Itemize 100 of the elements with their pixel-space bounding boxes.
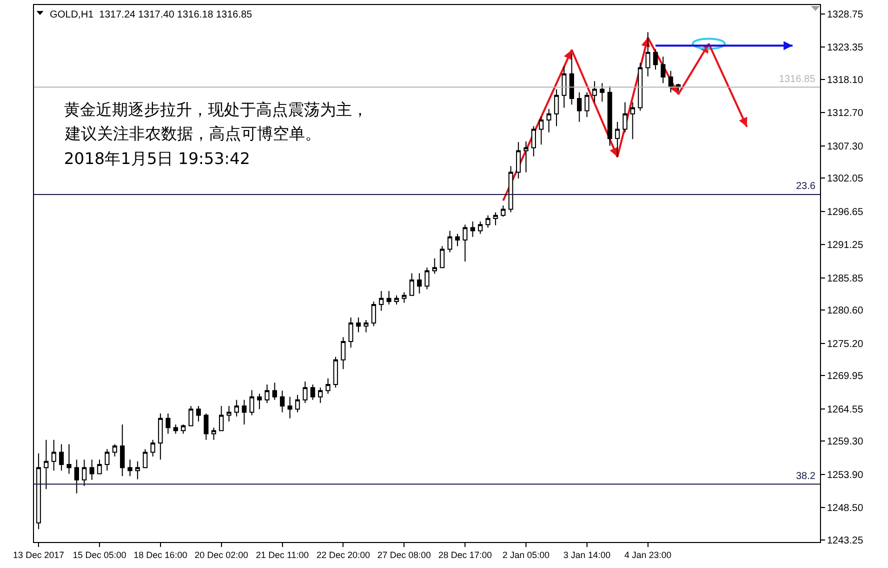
candlestick xyxy=(402,292,407,304)
candlestick xyxy=(516,142,521,179)
candlestick xyxy=(288,396,292,419)
candlestick xyxy=(630,102,636,140)
y-tick-label: 1291.25 xyxy=(827,240,864,252)
annotation: 2018年1月5日 19:53:42 xyxy=(64,149,250,168)
x-tick-label: 27 Dec 08:00 xyxy=(377,550,431,560)
candlestick xyxy=(180,424,186,434)
candlestick xyxy=(204,412,208,440)
candlestick xyxy=(371,300,376,327)
candlestick xyxy=(562,66,566,108)
candlestick xyxy=(188,406,194,426)
candlestick xyxy=(302,380,308,404)
x-tick-label: 3 Jan 14:00 xyxy=(563,550,610,560)
candlestick xyxy=(653,48,658,70)
candlestick xyxy=(36,452,41,530)
candlestick xyxy=(280,390,285,413)
x-tick-label: 2 Jan 05:00 xyxy=(502,550,550,560)
candlestick xyxy=(493,212,498,226)
candlestick xyxy=(158,412,163,460)
candlestick xyxy=(508,166,514,213)
candlestick xyxy=(524,141,528,173)
candlestick xyxy=(546,108,552,133)
annotation: 建议关注非农数据，高点可博空单。 xyxy=(64,124,321,143)
candlestick xyxy=(600,82,605,102)
candlestick xyxy=(378,290,384,312)
candlestick xyxy=(440,246,445,268)
y-tick-label: 1285.85 xyxy=(827,273,864,284)
candlestick xyxy=(112,444,118,457)
y-tick-label: 1323.35 xyxy=(827,42,864,54)
candlestick xyxy=(218,406,224,432)
candlestick xyxy=(500,205,506,218)
candlestick xyxy=(386,290,392,306)
candlestick xyxy=(295,394,300,413)
y-tick-label: 1264.55 xyxy=(827,404,864,416)
candlestick xyxy=(142,448,148,468)
y-tick-label: 1248.50 xyxy=(827,503,864,514)
candlestick xyxy=(607,86,612,146)
candlestick xyxy=(538,116,544,146)
y-tick-label: 1296.65 xyxy=(827,206,864,218)
candlestick xyxy=(584,92,590,118)
candlestick xyxy=(576,92,582,122)
candlestick xyxy=(333,356,338,388)
annotation: 38.2 xyxy=(796,471,816,482)
candlestick xyxy=(264,384,270,404)
candlestick xyxy=(486,214,490,228)
candlestick xyxy=(569,53,574,106)
y-tick-label: 1243.25 xyxy=(827,535,864,546)
candlestick xyxy=(417,272,422,294)
candlestick xyxy=(51,439,56,472)
candlestick xyxy=(59,444,64,472)
candlestick xyxy=(249,390,254,416)
ref-line-label: 1316.85 xyxy=(779,74,816,85)
candlestick xyxy=(615,121,620,158)
candlestick xyxy=(554,88,559,127)
candlestick xyxy=(409,272,414,296)
candlestick xyxy=(326,378,330,394)
candlestick xyxy=(622,102,628,133)
candlestick xyxy=(226,406,232,422)
line-series xyxy=(502,36,748,202)
candlestick xyxy=(447,230,452,253)
candlestick xyxy=(660,56,666,84)
candlestick xyxy=(97,459,102,474)
candlestick xyxy=(90,459,94,480)
y-tick-label: 1280.60 xyxy=(827,306,864,317)
candlestick xyxy=(166,412,170,434)
candlestick xyxy=(74,459,80,494)
candlestick xyxy=(462,224,468,262)
candlestick xyxy=(348,316,354,348)
candlestick xyxy=(531,126,536,157)
candlestick xyxy=(242,399,247,426)
candlestick xyxy=(272,382,278,400)
y-tick-label: 1312.70 xyxy=(827,108,864,120)
y-tick-label: 1269.95 xyxy=(827,371,864,382)
x-tick-label: 22 Dec 20:00 xyxy=(316,550,370,560)
candlestick xyxy=(44,439,49,490)
candlestick xyxy=(432,258,437,274)
candlestick xyxy=(592,80,597,103)
candlestick xyxy=(82,459,87,487)
candlestick xyxy=(668,70,674,93)
y-tick-label: 1302.05 xyxy=(827,174,864,185)
candlestick xyxy=(120,424,125,477)
candlestick xyxy=(196,406,201,422)
annotation: 23.6 xyxy=(796,181,816,192)
x-tick-label: 21 Dec 11:00 xyxy=(256,550,309,560)
candlestick xyxy=(310,384,316,400)
candlestick xyxy=(364,319,368,333)
candlestick xyxy=(104,448,110,472)
y-tick-label: 1328.75 xyxy=(827,9,864,20)
annotation: 黄金近期逐步拉升，现处于高点震荡为主， xyxy=(64,100,368,119)
candlestick xyxy=(66,444,72,474)
candlestick xyxy=(318,387,323,404)
y-tick-label: 1253.90 xyxy=(827,470,864,481)
x-tick-label: 18 Dec 16:00 xyxy=(134,550,188,560)
candlestick xyxy=(638,62,643,112)
y-tick-label: 1259.30 xyxy=(827,436,864,448)
x-tick-label: 20 Dec 02:00 xyxy=(194,550,248,560)
candlestick xyxy=(455,233,460,247)
candlestick xyxy=(234,399,239,418)
candlestick xyxy=(424,267,430,290)
